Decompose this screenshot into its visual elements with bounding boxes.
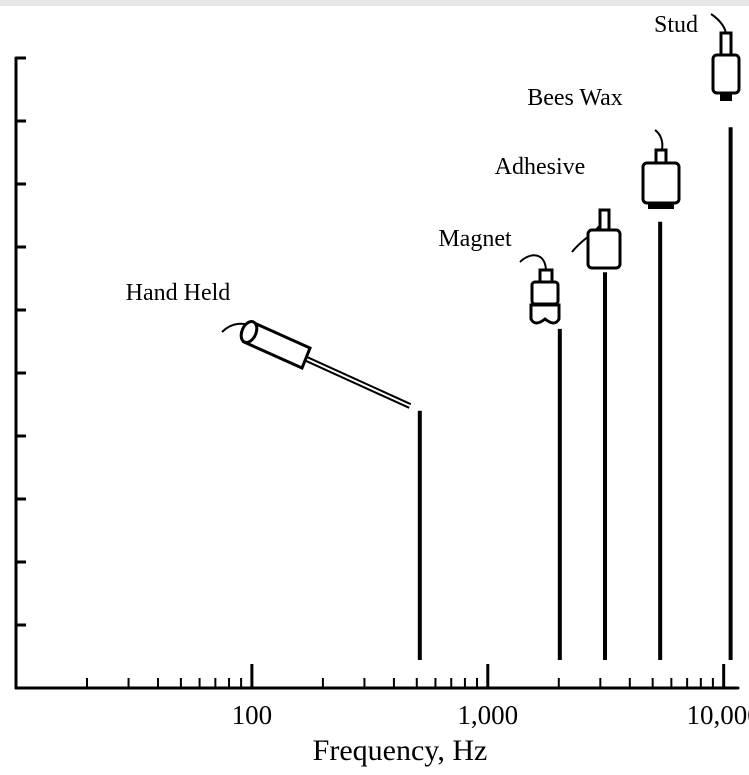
- mount-label: Stud: [654, 12, 698, 38]
- x-tick-label: 10,000: [687, 700, 749, 730]
- mount-label: Magnet: [438, 226, 512, 252]
- mount-label: Adhesive: [495, 154, 586, 180]
- x-axis-title: Frequency, Hz: [313, 734, 488, 767]
- x-tick-label: 100: [232, 700, 273, 730]
- top-bar: [0, 0, 749, 6]
- mount-label: Bees Wax: [527, 85, 623, 111]
- x-tick-label: 1,000: [457, 700, 518, 730]
- sensor-icons: [221, 13, 741, 409]
- mount-label: Hand Held: [126, 280, 231, 306]
